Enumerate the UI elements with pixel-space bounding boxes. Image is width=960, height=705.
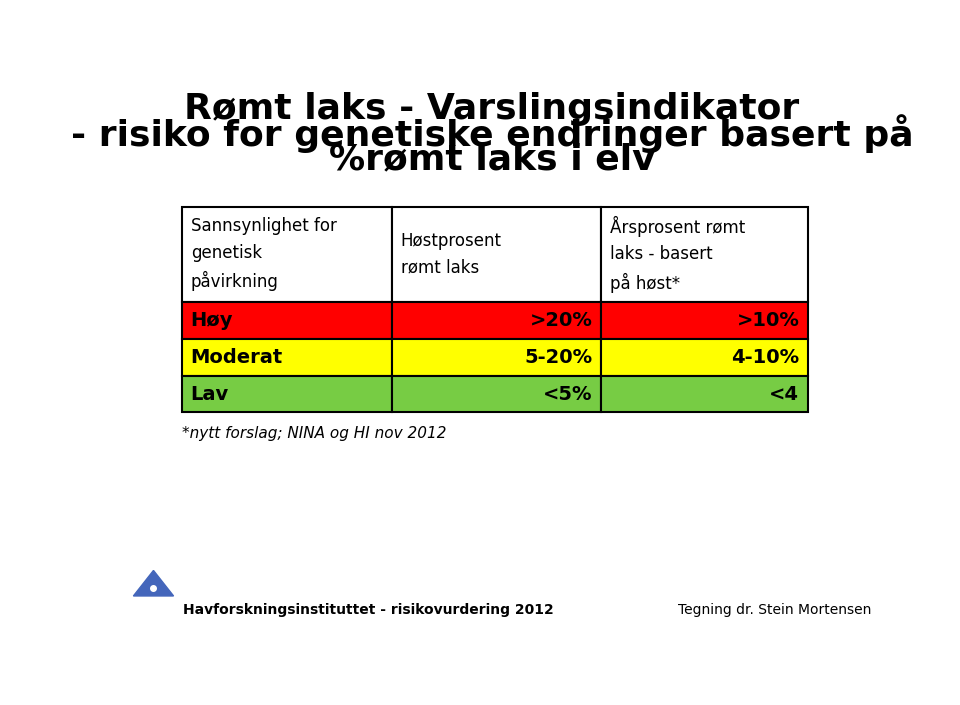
- Text: <4: <4: [769, 384, 800, 403]
- Bar: [392, 207, 602, 302]
- Text: Lav: Lav: [191, 384, 228, 403]
- Text: Høstprosent
rømt laks: Høstprosent rømt laks: [400, 232, 501, 276]
- Text: Havforskningsinstituttet - risikovurdering 2012: Havforskningsinstituttet - risikovurderi…: [183, 603, 554, 617]
- Text: Moderat: Moderat: [191, 348, 283, 367]
- Text: *nytt forslag; NINA og HI nov 2012: *nytt forslag; NINA og HI nov 2012: [181, 426, 446, 441]
- Bar: [602, 338, 808, 376]
- Text: - risiko for genetiske endringer basert på: - risiko for genetiske endringer basert …: [71, 114, 913, 153]
- Bar: [181, 207, 392, 302]
- Text: Høy: Høy: [191, 311, 233, 330]
- Bar: [392, 302, 602, 338]
- Polygon shape: [133, 570, 174, 596]
- Bar: [392, 376, 602, 412]
- Text: <5%: <5%: [543, 384, 592, 403]
- Bar: [602, 207, 808, 302]
- Text: 5-20%: 5-20%: [524, 348, 592, 367]
- Text: >20%: >20%: [530, 311, 592, 330]
- Text: >10%: >10%: [736, 311, 800, 330]
- Bar: [602, 302, 808, 338]
- Text: 4-10%: 4-10%: [732, 348, 800, 367]
- Bar: [392, 338, 602, 376]
- Bar: [181, 302, 392, 338]
- Text: %rømt laks i elv: %rømt laks i elv: [328, 142, 656, 176]
- Text: Sannsynlighet for
genetisk
påvirkning: Sannsynlighet for genetisk påvirkning: [191, 217, 337, 291]
- Bar: [181, 376, 392, 412]
- Bar: [181, 338, 392, 376]
- Text: Rømt laks - Varslingsindikator: Rømt laks - Varslingsindikator: [184, 92, 800, 126]
- Bar: [602, 376, 808, 412]
- Text: Tegning dr. Stein Mortensen: Tegning dr. Stein Mortensen: [678, 603, 872, 617]
- Text: Årsprosent rømt
laks - basert
på høst*: Årsprosent rømt laks - basert på høst*: [611, 216, 746, 293]
